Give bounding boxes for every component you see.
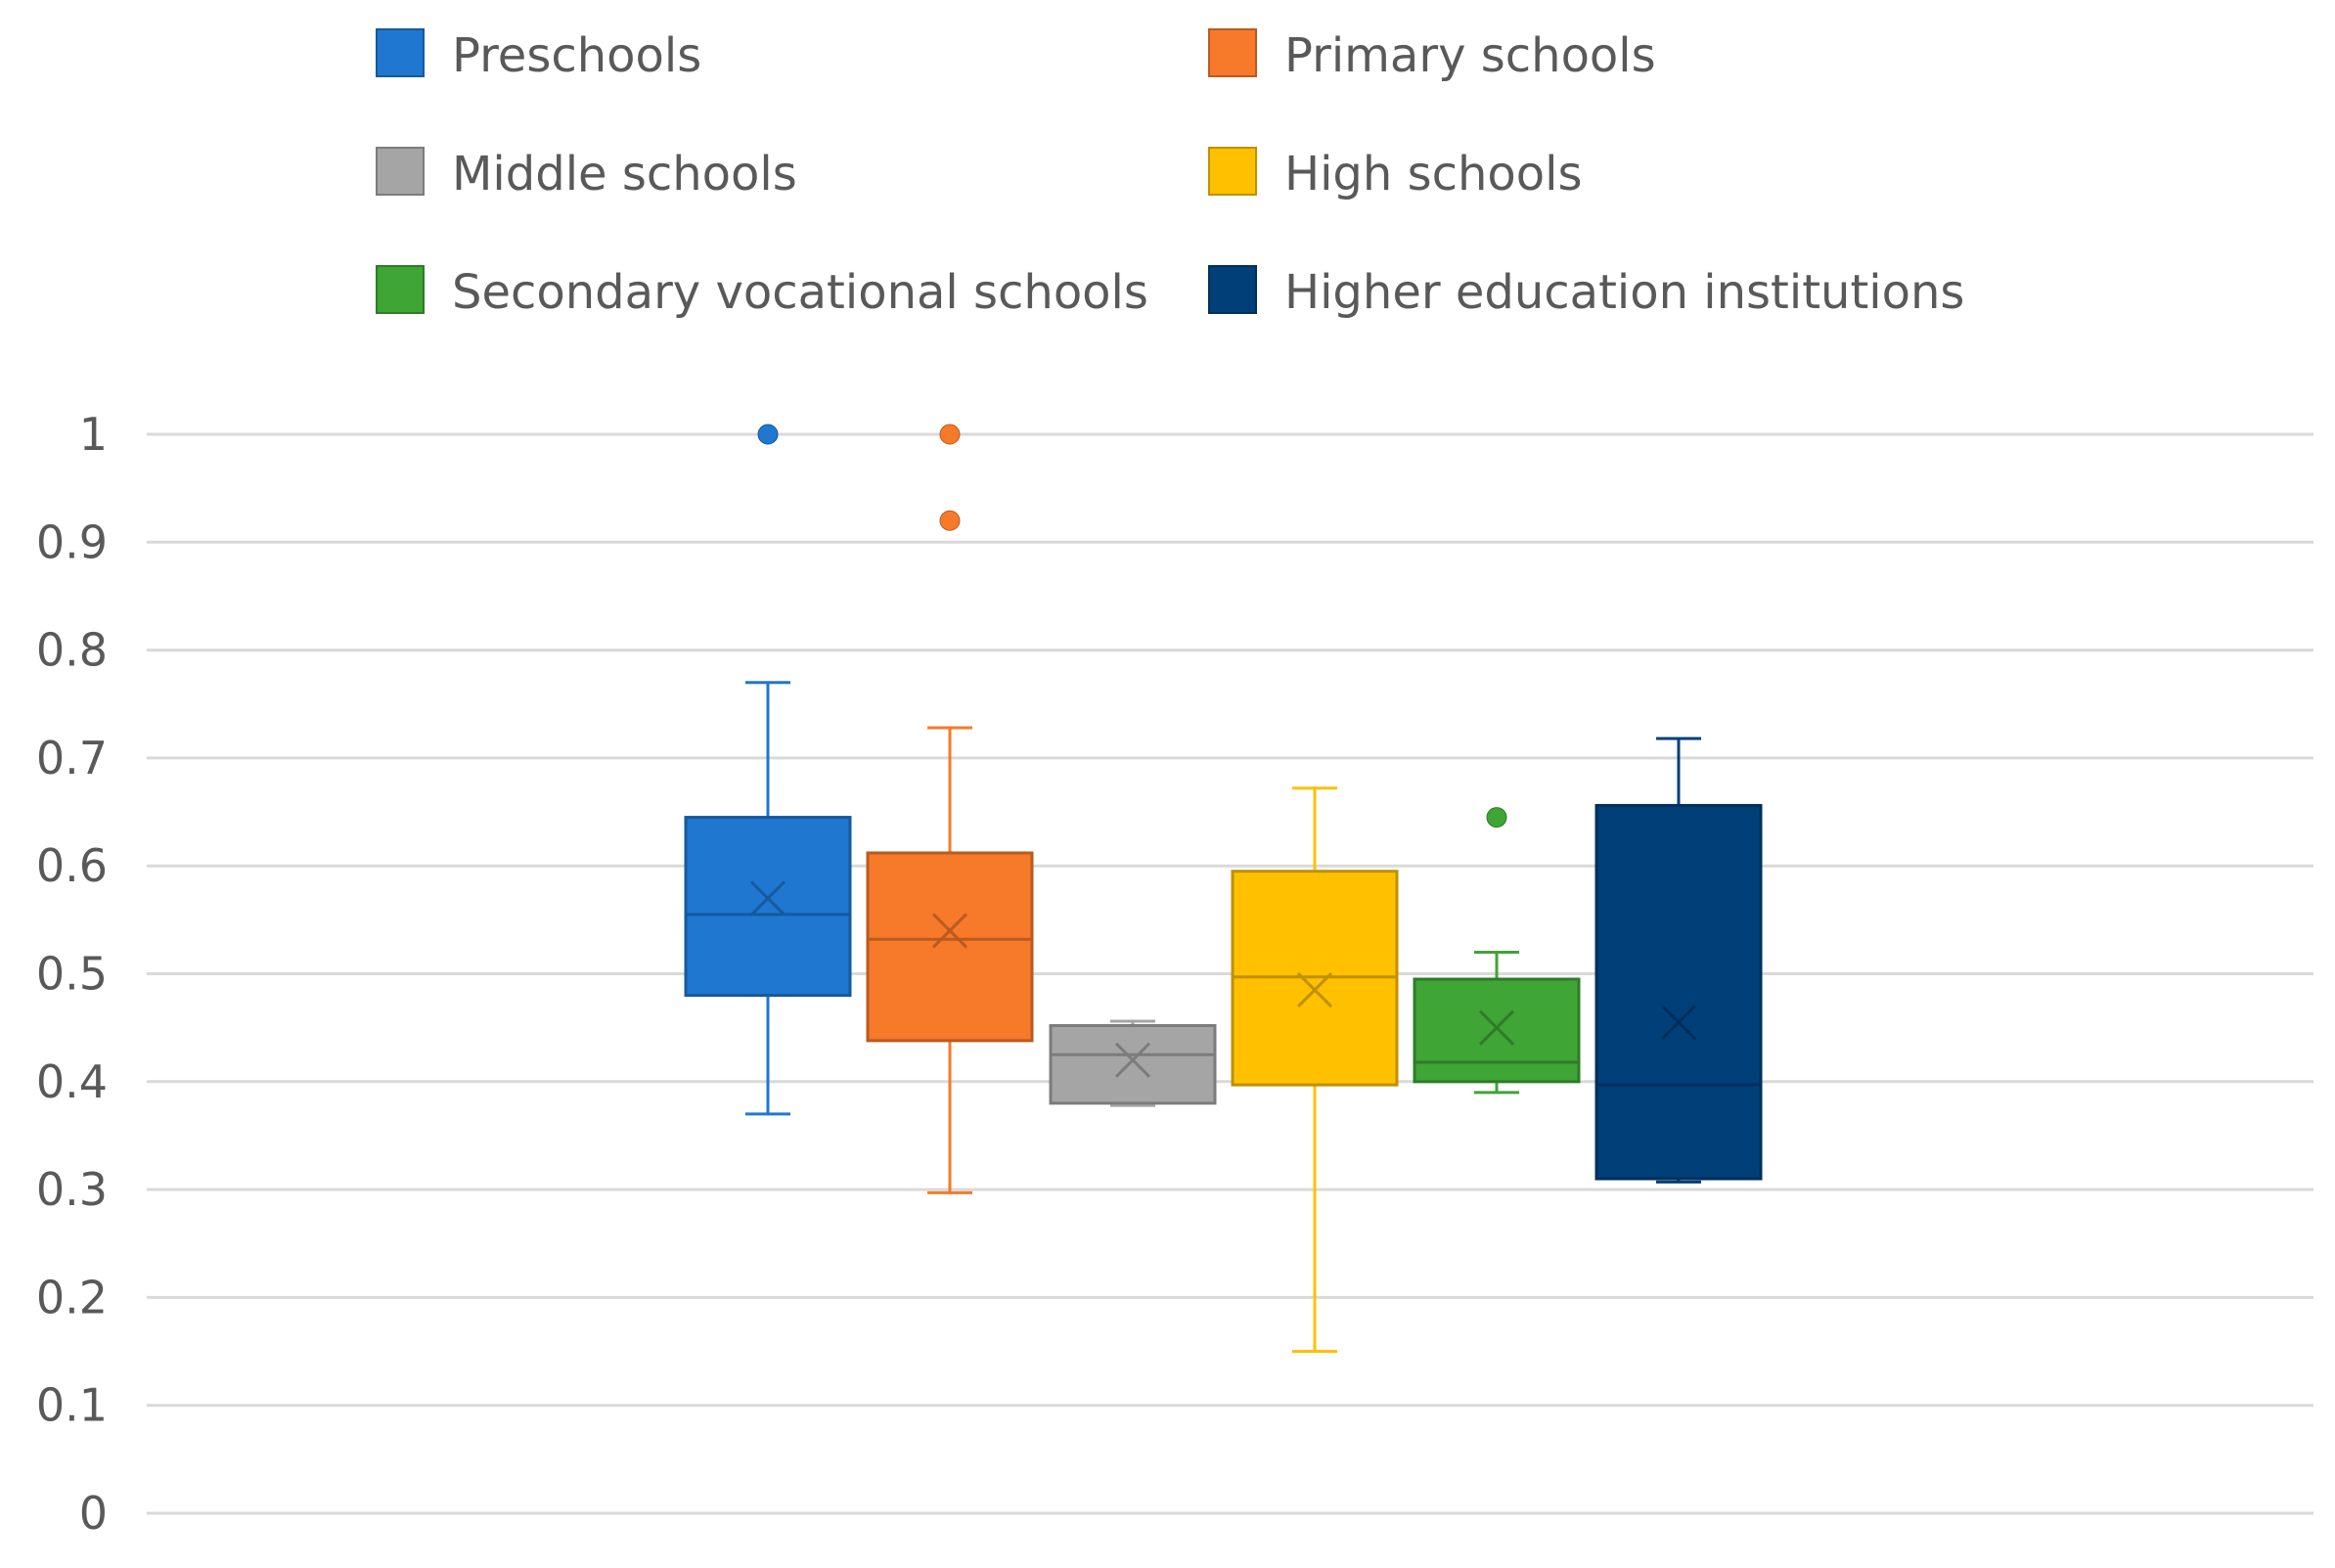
y-tick-label: 0.4 (36, 1055, 108, 1108)
legend-swatch (376, 265, 425, 314)
y-tick-label: 0 (79, 1487, 108, 1540)
box-3 (1231, 786, 1399, 1354)
y-axis: 0 0.1 0.2 0.3 0.4 0.5 0.6 0.7 0.8 0.9 1 (36, 408, 108, 1540)
box-iqr (684, 816, 852, 998)
legend-label: High schools (1284, 147, 1582, 202)
legend-item: High schools (1208, 147, 1582, 202)
legend-label: Middle schools (452, 147, 797, 202)
box-iqr (1413, 977, 1581, 1084)
legend-item: Middle schools (376, 147, 797, 202)
legend-item: Higher education institutions (1208, 265, 1964, 320)
legend-swatch (376, 28, 425, 77)
legend-swatch (1208, 147, 1257, 196)
outlier-point (939, 424, 961, 445)
box-1 (866, 424, 1034, 1194)
mean-marker (749, 880, 786, 917)
y-tick-label: 0.1 (36, 1379, 108, 1432)
mean-marker (931, 913, 968, 949)
y-tick-label: 0.7 (36, 732, 108, 784)
box-iqr (1049, 1023, 1217, 1105)
box-4 (1413, 807, 1581, 1095)
box-2 (1049, 1019, 1217, 1107)
outlier-point (939, 510, 961, 531)
box-iqr (866, 851, 1034, 1043)
gridlines (147, 432, 2313, 1515)
mean-marker (1478, 1009, 1515, 1046)
y-tick-label: 0.3 (36, 1163, 108, 1216)
mean-marker (1114, 1042, 1151, 1078)
legend-label: Secondary vocational schools (452, 265, 1148, 320)
legend-label: Higher education institutions (1284, 265, 1964, 320)
y-tick-label: 0.8 (36, 624, 108, 677)
mean-marker (1296, 971, 1333, 1008)
y-tick-label: 0.6 (36, 839, 108, 892)
y-tick-label: 0.5 (36, 948, 108, 1001)
y-tick-label: 0.9 (36, 515, 108, 568)
legend-swatch (1208, 28, 1257, 77)
box-0 (684, 424, 852, 1116)
legend-swatch (376, 147, 425, 196)
mean-marker (1660, 1005, 1697, 1041)
box-series (684, 424, 1763, 1354)
legend-label: Primary schools (1284, 28, 1656, 83)
legend-item: Preschools (376, 28, 701, 83)
legend-swatch (1208, 265, 1257, 314)
legend-item: Primary schools (1208, 28, 1656, 83)
legend: Preschools Primary schools Middle schools H… (376, 28, 1964, 320)
y-tick-label: 1 (79, 408, 108, 461)
box-5 (1594, 737, 1763, 1184)
outlier-point (757, 424, 779, 445)
box-iqr (1594, 803, 1763, 1181)
outlier-point (1486, 807, 1507, 829)
legend-label: Preschools (452, 28, 701, 83)
legend-item: Secondary vocational schools (376, 265, 1148, 320)
y-tick-label: 0.2 (36, 1271, 108, 1323)
